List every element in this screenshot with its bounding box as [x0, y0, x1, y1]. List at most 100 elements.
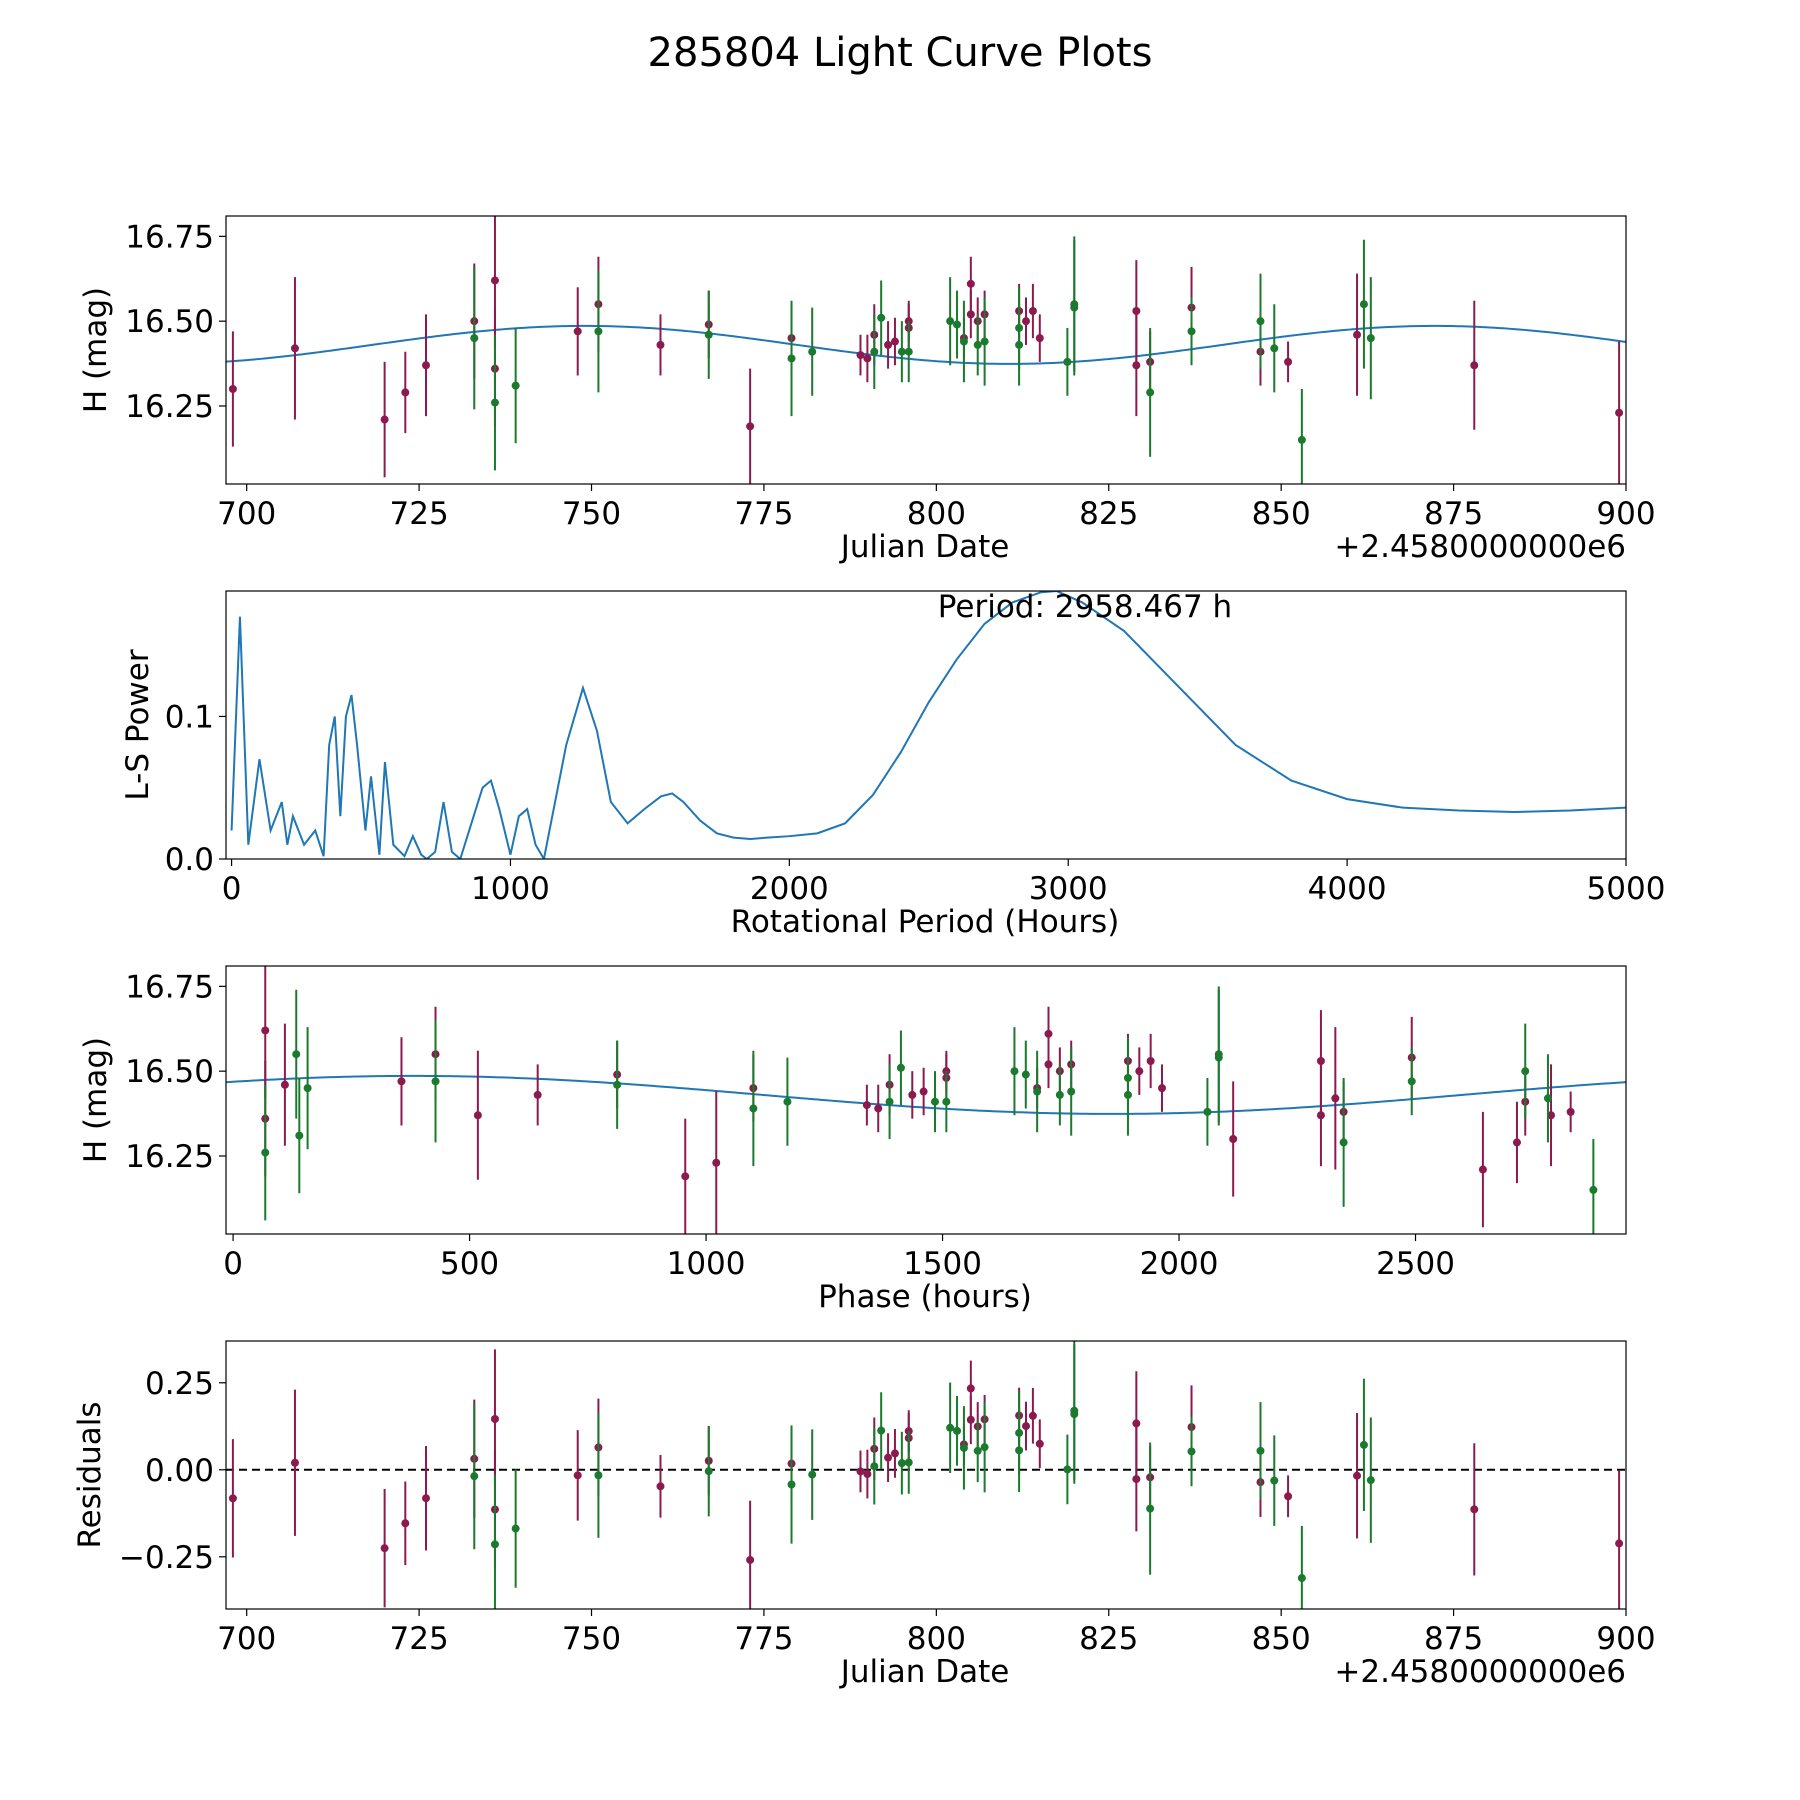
periodogram-panel: 0 1000 2000 3000 4000 5000 0.0 0.1 Period: 2958… — [120, 589, 1665, 940]
residuals-ytick-label: −0.25 — [119, 1540, 214, 1576]
lightcurve-series-b-point — [980, 337, 989, 346]
lightcurve-ytick-label: 16.25 — [125, 389, 214, 425]
lightcurve-series-a-point — [884, 340, 893, 349]
residuals-axes-frame — [225, 1340, 1627, 1610]
lightcurve-series-b-point — [959, 337, 968, 346]
lightcurve-series-a-point — [290, 344, 299, 353]
residuals-series-a-point — [1028, 1411, 1037, 1420]
lightcurve-xtick-label: 850 — [1252, 496, 1311, 532]
phased-axes-frame — [225, 965, 1627, 1235]
residuals-series-b-point — [1366, 1476, 1375, 1485]
residuals-series-b-point — [1187, 1447, 1196, 1456]
phased-xtick-label: 2000 — [1140, 1246, 1219, 1282]
phased-series-a-point — [1512, 1138, 1521, 1147]
phased-series-b-point — [896, 1063, 905, 1072]
figure-title: 285804 Light Curve Plots — [648, 30, 1153, 76]
lightcurve-series-a-point — [1353, 330, 1362, 339]
lightcurve-series-b-point — [953, 320, 962, 329]
phased-ylabel: H (mag) — [78, 1037, 114, 1163]
phased-series-b-point — [783, 1097, 792, 1106]
residuals-series-a-point — [1615, 1539, 1624, 1548]
phased-ytick-label: 16.25 — [125, 1139, 214, 1175]
lightcurve-series-a-point — [890, 337, 899, 346]
lightcurve-series-a-point — [1132, 306, 1141, 315]
residuals-series-b-point — [1015, 1428, 1024, 1437]
lightcurve-series-a-point — [228, 385, 237, 394]
residuals-xtick-label: 700 — [217, 1621, 276, 1657]
residuals-series-a-point — [1022, 1422, 1030, 1431]
phased-series-b-point — [1123, 1073, 1132, 1082]
lightcurve-series-b-point — [870, 347, 879, 356]
phased-series-a-point — [1229, 1135, 1238, 1144]
phased-series-a-point — [1478, 1165, 1487, 1174]
lightcurve-xtick-label: 800 — [907, 496, 966, 532]
residuals-series-a-point — [401, 1519, 410, 1528]
lightcurve-series-a-point — [1022, 317, 1030, 326]
lightcurve-series-b-point — [1015, 323, 1024, 332]
lightcurve-xtick-label: 775 — [734, 496, 793, 532]
phased-series-a-point — [1146, 1056, 1155, 1065]
lightcurve-series-a-point — [490, 276, 499, 285]
lightcurve-series-a-point — [856, 351, 865, 360]
residuals-xtick-label: 725 — [390, 1621, 449, 1657]
lightcurve-series-a-point — [422, 361, 430, 370]
lightcurve-series-a-point — [966, 310, 975, 319]
lightcurve-series-a-point — [380, 415, 389, 424]
residuals-series-a-point — [863, 1470, 872, 1479]
residuals-series-a-point — [1353, 1471, 1362, 1480]
lightcurve-series-b-point — [1187, 327, 1196, 336]
residuals-series-a-point — [890, 1449, 899, 1458]
residuals-series-a-point — [1132, 1419, 1141, 1428]
residuals-series-b-point — [490, 1540, 499, 1549]
residuals-series-a-point — [380, 1544, 389, 1553]
phased-series-a-point — [1316, 1056, 1325, 1065]
lightcurve-series-b-point — [704, 330, 713, 339]
phased-series-a-point — [261, 1026, 270, 1035]
lightcurve-series-a-point — [1284, 357, 1293, 366]
residuals-series-b-point — [953, 1426, 962, 1435]
phased-ytick-label: 16.75 — [125, 969, 214, 1005]
residuals-series-a-point — [656, 1482, 665, 1491]
residuals-series-a-point — [1035, 1439, 1044, 1448]
residuals-series-b-point — [973, 1446, 982, 1455]
periodogram-xlabel: Rotational Period (Hours) — [731, 904, 1120, 940]
phased-series-a-point — [473, 1111, 482, 1120]
phased-series-b-point — [295, 1131, 304, 1140]
lightcurve-series-a-point — [1028, 306, 1037, 315]
phased-fit-line — [226, 1074, 1626, 1115]
lightcurve-ylabel: H (mag) — [78, 287, 114, 413]
residuals-series-b-point — [897, 1459, 906, 1468]
phased-series-b-point — [1626, 1084, 1634, 1092]
phased-series-b-point — [1407, 1077, 1416, 1086]
phased-xtick-label: 500 — [440, 1246, 499, 1282]
lightcurve-series-a-point — [1615, 408, 1624, 417]
lightcurve-series-a-point — [656, 340, 665, 349]
phased-series-a-point — [1044, 1029, 1053, 1038]
lightcurve-series-b-point — [808, 347, 817, 356]
lightcurve-series-b-point — [1256, 317, 1265, 326]
periodogram-xtick-label: 2000 — [750, 871, 829, 907]
lightcurve-series-b-point — [904, 347, 913, 356]
lightcurve-series-b-point — [594, 327, 603, 336]
residuals-series-b-point — [877, 1426, 886, 1435]
residuals-series-b-point — [1270, 1476, 1279, 1485]
phased-series-b-point — [1521, 1067, 1530, 1076]
lightcurve-ytick-label: 16.75 — [125, 219, 214, 255]
residuals-offset-text: +2.4580000000e6 — [1334, 1654, 1626, 1690]
lightcurve-series-b-point — [877, 313, 886, 322]
residuals-series-b-point — [1146, 1504, 1155, 1513]
lightcurve-series-a-point — [966, 279, 975, 288]
phased-series-a-point — [1044, 1060, 1053, 1069]
residuals-xtick-label: 900 — [1596, 1621, 1655, 1657]
periodogram-xtick-label: 0 — [222, 871, 242, 907]
residuals-series-b-point — [980, 1443, 989, 1452]
periodogram-ytick-label: 0.0 — [165, 842, 214, 878]
phased-series-a-point — [681, 1172, 690, 1181]
residuals-series-b-point — [904, 1458, 913, 1467]
lightcurve-series-b-point — [511, 381, 520, 390]
lightcurve-series-a-point — [863, 354, 872, 363]
phased-series-b-point — [1203, 1107, 1212, 1116]
residuals-series-b-point — [1070, 1406, 1079, 1415]
lightcurve-xtick-label: 875 — [1424, 496, 1483, 532]
